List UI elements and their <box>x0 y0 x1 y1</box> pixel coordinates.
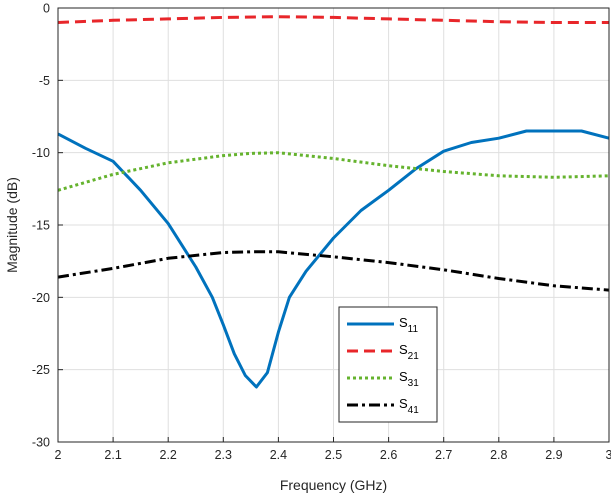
y-tick-label: -5 <box>39 74 50 88</box>
y-tick-label: -25 <box>32 363 50 377</box>
series-line-s11 <box>57 129 610 389</box>
legend-label-s21: S21 <box>399 342 419 362</box>
x-tick-label: 3 <box>606 448 611 462</box>
y-tick-label: 0 <box>43 2 50 16</box>
y-axis-label: Magnitude (dB) <box>4 177 20 273</box>
x-tick-label: 2.5 <box>325 448 342 462</box>
legend-label-subscript: 21 <box>408 351 420 362</box>
legend-label-base: S <box>399 315 408 330</box>
grid <box>58 8 609 442</box>
x-axis-label: Frequency (GHz) <box>280 477 387 493</box>
x-tick-label: 2.8 <box>490 448 507 462</box>
y-tick-label: -10 <box>32 146 50 160</box>
axis-ticks: 2 2.1 2.2 2.3 2.4 2.5 2.6 2.7 2.8 2.9 3 0 -5 -10 -15 -2… <box>32 2 611 463</box>
y-tick-label: -20 <box>32 291 50 305</box>
x-tick-label: 2 <box>55 448 62 462</box>
legend-box <box>338 306 438 423</box>
legend-label-s11: S11 <box>399 315 418 335</box>
x-tick-label: 2.1 <box>104 448 121 462</box>
x-tick-label: 2.4 <box>270 448 287 462</box>
legend-label-base: S <box>399 369 408 384</box>
legend-label-base: S <box>399 396 408 411</box>
x-tick-label: 2.9 <box>545 448 562 462</box>
x-tick-label: 2.6 <box>380 448 397 462</box>
legend-label-subscript: 41 <box>408 405 420 416</box>
legend-label-s31: S31 <box>399 369 419 389</box>
x-tick-label: 2.3 <box>215 448 232 462</box>
legend-label-subscript: 11 <box>408 324 419 335</box>
x-tick-label: 2.7 <box>435 448 452 462</box>
legend-label-subscript: 31 <box>408 378 420 389</box>
series-line-s31 <box>57 151 610 192</box>
series-line-s21 <box>57 15 609 24</box>
data-curves <box>57 15 610 389</box>
y-tick-label: -15 <box>32 219 50 233</box>
legend-label-base: S <box>399 342 408 357</box>
series-line-s41 <box>57 250 610 292</box>
legend-label-s41: S41 <box>399 396 419 416</box>
x-tick-label: 2.2 <box>160 448 177 462</box>
y-tick-label: -30 <box>32 436 50 450</box>
